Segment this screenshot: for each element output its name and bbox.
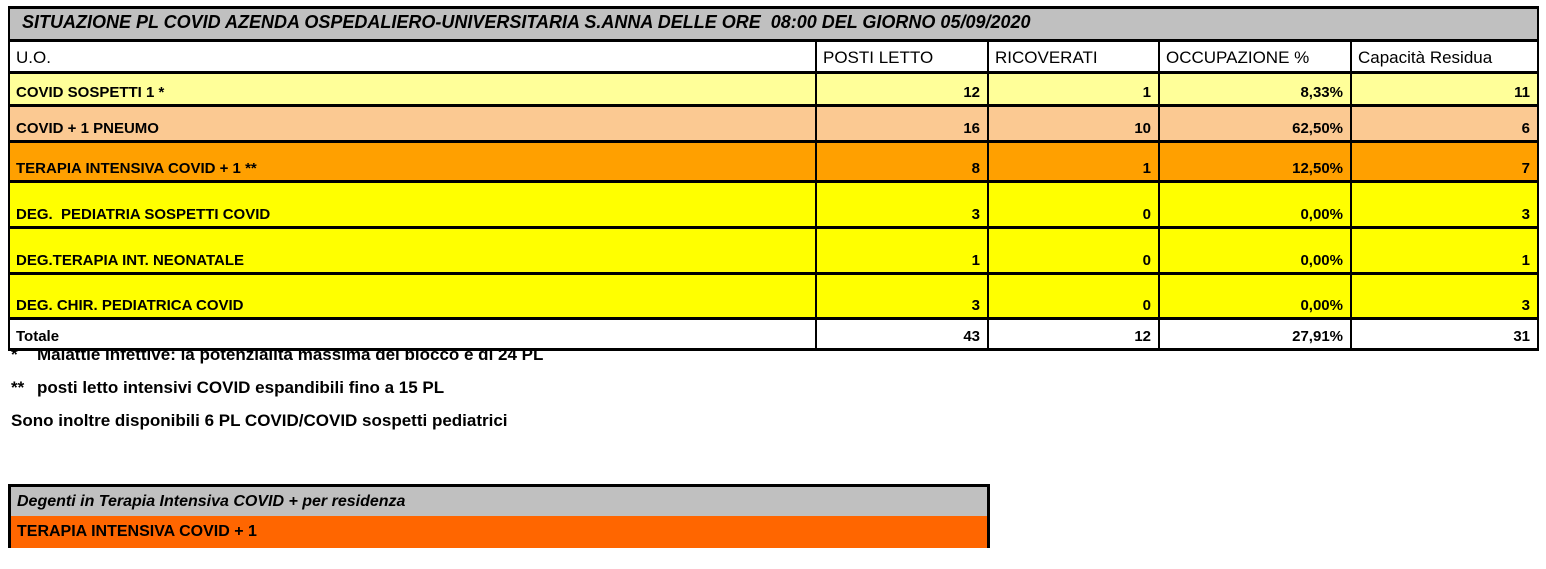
column-header-capacita-residua: Capacità Residua	[1350, 39, 1539, 74]
capacita-residua-cell: 7	[1350, 140, 1539, 183]
table-row-deg-pediatria: DEG. PEDIATRIA SOSPETTI COVID 3 0 0,00% …	[8, 180, 1539, 229]
residenza-row-terapia-intensiva: TERAPIA INTENSIVA COVID + 1	[11, 516, 987, 548]
footnote-text: Sono inoltre disponibili 6 PL COVID/COVI…	[11, 410, 508, 430]
footnote-posti-intensivi: ** posti letto intensivi COVID espandibi…	[11, 371, 543, 404]
uo-cell: DEG.TERAPIA INT. NEONATALE	[8, 226, 817, 275]
posti-letto-cell: 8	[815, 140, 989, 183]
occupazione-cell: 0,00%	[1158, 180, 1352, 229]
column-header-uo: U.O.	[8, 39, 817, 74]
totale-ricoverati: 12	[987, 317, 1160, 351]
totale-label: Totale	[8, 317, 817, 351]
table-row-covid-sospetti: COVID SOSPETTI 1 * 12 1 8,33% 11	[8, 71, 1539, 107]
occupazione-cell: 62,50%	[1158, 104, 1352, 143]
capacita-residua-cell: 6	[1350, 104, 1539, 143]
footnote-text: posti letto intensivi COVID espandibili …	[37, 377, 445, 397]
table-row-covid-pneumo: COVID + 1 PNEUMO 16 10 62,50% 6	[8, 104, 1539, 143]
occupazione-cell: 0,00%	[1158, 272, 1352, 320]
footnote-pl-pediatrici: Sono inoltre disponibili 6 PL COVID/COVI…	[11, 404, 543, 437]
posti-letto-cell: 3	[815, 180, 989, 229]
capacita-residua-cell: 3	[1350, 272, 1539, 320]
table-header-row: U.O. POSTI LETTO RICOVERATI OCCUPAZIONE …	[8, 39, 1539, 74]
capacita-residua-cell: 3	[1350, 180, 1539, 229]
totale-posti-letto: 43	[815, 317, 989, 351]
report-title: SITUAZIONE PL COVID AZENDA OSPEDALIERO-U…	[8, 6, 1539, 42]
ricoverati-cell: 10	[987, 104, 1160, 143]
title-row: SITUAZIONE PL COVID AZENDA OSPEDALIERO-U…	[8, 6, 1539, 42]
capacita-residua-cell: 11	[1350, 71, 1539, 107]
uo-cell: TERAPIA INTENSIVA COVID + 1 **	[8, 140, 817, 183]
posti-letto-cell: 3	[815, 272, 989, 320]
ricoverati-cell: 0	[987, 272, 1160, 320]
ricoverati-cell: 1	[987, 71, 1160, 107]
posti-letto-cell: 1	[815, 226, 989, 275]
footnote-malattie-infettive: * Malattie Infettive: la potenzialità ma…	[11, 338, 543, 371]
occupazione-cell: 12,50%	[1158, 140, 1352, 183]
table-row-totale: Totale 43 12 27,91% 31	[8, 317, 1539, 351]
footnotes: * Malattie Infettive: la potenzialità ma…	[11, 338, 543, 437]
residenza-table-title: Degenti in Terapia Intensiva COVID + per…	[11, 487, 987, 516]
table-row-terapia-intensiva: TERAPIA INTENSIVA COVID + 1 ** 8 1 12,50…	[8, 140, 1539, 183]
totale-occupazione: 27,91%	[1158, 317, 1352, 351]
posti-letto-cell: 12	[815, 71, 989, 107]
uo-cell: DEG. CHIR. PEDIATRICA COVID	[8, 272, 817, 320]
uo-cell: DEG. PEDIATRIA SOSPETTI COVID	[8, 180, 817, 229]
capacita-residua-cell: 1	[1350, 226, 1539, 275]
ricoverati-cell: 0	[987, 180, 1160, 229]
footnote-marker: *	[11, 344, 18, 364]
column-header-ricoverati: RICOVERATI	[987, 39, 1160, 74]
uo-cell: COVID + 1 PNEUMO	[8, 104, 817, 143]
covid-beds-table: SITUAZIONE PL COVID AZENDA OSPEDALIERO-U…	[8, 6, 1539, 351]
table-row-deg-chir-pediatrica: DEG. CHIR. PEDIATRICA COVID 3 0 0,00% 3	[8, 272, 1539, 320]
posti-letto-cell: 16	[815, 104, 989, 143]
column-header-occupazione: OCCUPAZIONE %	[1158, 39, 1352, 74]
occupazione-cell: 0,00%	[1158, 226, 1352, 275]
footnote-text: Malattie Infettive: la potenzialità mass…	[37, 344, 544, 364]
occupazione-cell: 8,33%	[1158, 71, 1352, 107]
residenza-table: Degenti in Terapia Intensiva COVID + per…	[8, 484, 990, 548]
column-header-posti-letto: POSTI LETTO	[815, 39, 989, 74]
totale-capacita-residua: 31	[1350, 317, 1539, 351]
ricoverati-cell: 1	[987, 140, 1160, 183]
footnote-marker: **	[11, 377, 25, 397]
table-row-deg-terapia-neonatale: DEG.TERAPIA INT. NEONATALE 1 0 0,00% 1	[8, 226, 1539, 275]
ricoverati-cell: 0	[987, 226, 1160, 275]
uo-cell: COVID SOSPETTI 1 *	[8, 71, 817, 107]
